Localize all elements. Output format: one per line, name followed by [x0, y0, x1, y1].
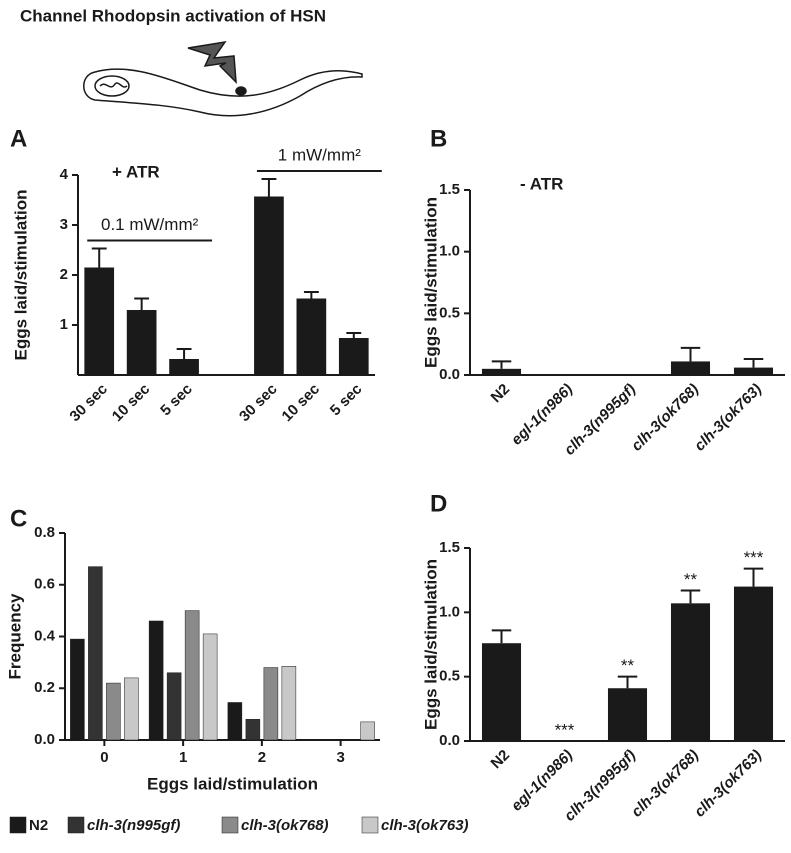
bar — [360, 721, 375, 741]
y-tick-label: 0.2 — [34, 679, 55, 696]
significance-label: ** — [621, 656, 635, 675]
x-tick-label: 10 sec — [109, 381, 153, 425]
panel-label: D — [430, 490, 447, 517]
x-tick-label: 5 sec — [157, 381, 196, 420]
bar — [733, 586, 774, 741]
bar — [169, 359, 199, 375]
bar — [70, 638, 85, 741]
bar — [166, 672, 182, 741]
bar — [481, 368, 522, 375]
legend-swatch — [9, 816, 27, 834]
x-tick-label: 5 sec — [327, 381, 366, 420]
y-tick-label: 0.4 — [34, 627, 56, 644]
group-label: 1 mW/mm² — [278, 145, 361, 164]
bar — [184, 610, 200, 741]
legend-label: clh-3(n995gf) — [87, 817, 180, 834]
y-tick-label: 0.5 — [439, 304, 460, 321]
y-axis-title: Eggs laid/stimulation — [11, 190, 30, 361]
legend-label: clh-3(ok763) — [381, 817, 469, 834]
panel-label: B — [430, 125, 447, 152]
x-tick-label: clh-3(ok763) — [691, 381, 765, 455]
legend-label: clh-3(ok768) — [241, 817, 329, 834]
bar — [481, 643, 522, 741]
bar — [124, 677, 139, 741]
panel-label: A — [10, 125, 27, 152]
x-tick-label: egl-1(n986) — [508, 747, 576, 815]
bar — [670, 603, 711, 741]
x-tick-label: egl-1(n986) — [508, 381, 576, 449]
bar — [106, 682, 121, 741]
bar — [338, 338, 369, 375]
x-tick-label: clh-3(ok763) — [691, 747, 765, 821]
legend-swatch — [221, 816, 239, 834]
figure-title: Channel Rhodopsin activation of HSN — [20, 6, 326, 25]
x-tick-label: 2 — [258, 749, 266, 766]
worm-diagram — [83, 40, 363, 117]
x-tick-label: N2 — [488, 747, 514, 773]
annotation: + ATR — [112, 162, 160, 181]
y-tick-label: 1.0 — [439, 243, 460, 260]
y-axis-title: Eggs laid/stimulation — [421, 197, 440, 368]
y-tick-label: 2 — [60, 266, 68, 283]
bar — [227, 702, 243, 741]
group-label: 0.1 mW/mm² — [101, 215, 199, 234]
legend-swatch — [67, 816, 85, 834]
significance-label: *** — [555, 720, 575, 739]
bar — [126, 310, 157, 375]
significance-label: *** — [744, 548, 764, 567]
x-tick-label: 30 sec — [236, 381, 280, 425]
bar — [281, 666, 297, 741]
y-tick-label: 0.0 — [34, 731, 55, 748]
y-tick-label: 3 — [60, 216, 68, 233]
y-tick-label: 1.5 — [439, 539, 460, 556]
bar — [733, 367, 774, 375]
y-tick-label: 0.0 — [439, 732, 460, 749]
y-tick-label: 4 — [60, 166, 69, 183]
y-tick-label: 0.0 — [439, 366, 460, 383]
bar — [84, 267, 115, 375]
y-tick-label: 1 — [60, 316, 68, 333]
y-tick-label: 0.6 — [34, 576, 55, 593]
bar — [202, 633, 218, 741]
panel-label: C — [10, 505, 27, 532]
x-tick-label: 10 sec — [279, 381, 323, 425]
legend-swatch — [361, 816, 379, 834]
bar — [607, 688, 648, 741]
bar — [263, 667, 279, 741]
legend-label: N2 — [29, 817, 48, 834]
x-tick-label: 0 — [100, 749, 108, 766]
y-axis-title: Eggs laid/stimulation — [421, 559, 440, 730]
x-axis-title: Eggs laid/stimulation — [147, 774, 318, 793]
y-axis-title: Frequency — [5, 593, 24, 680]
bar — [148, 620, 164, 741]
bar — [670, 361, 711, 375]
x-tick-label: 1 — [179, 749, 187, 766]
y-tick-label: 0.8 — [34, 524, 55, 541]
y-tick-label: 0.5 — [439, 668, 460, 685]
annotation: - ATR — [520, 174, 563, 193]
bar — [88, 566, 103, 741]
bar — [245, 719, 261, 741]
bar — [296, 298, 327, 375]
x-tick-label: 3 — [336, 749, 344, 766]
x-tick-label: N2 — [488, 381, 514, 407]
y-tick-label: 1.5 — [439, 181, 460, 198]
significance-label: ** — [684, 570, 698, 589]
bar — [254, 196, 284, 375]
x-tick-label: 30 sec — [66, 381, 110, 425]
y-tick-label: 1.0 — [439, 603, 460, 620]
